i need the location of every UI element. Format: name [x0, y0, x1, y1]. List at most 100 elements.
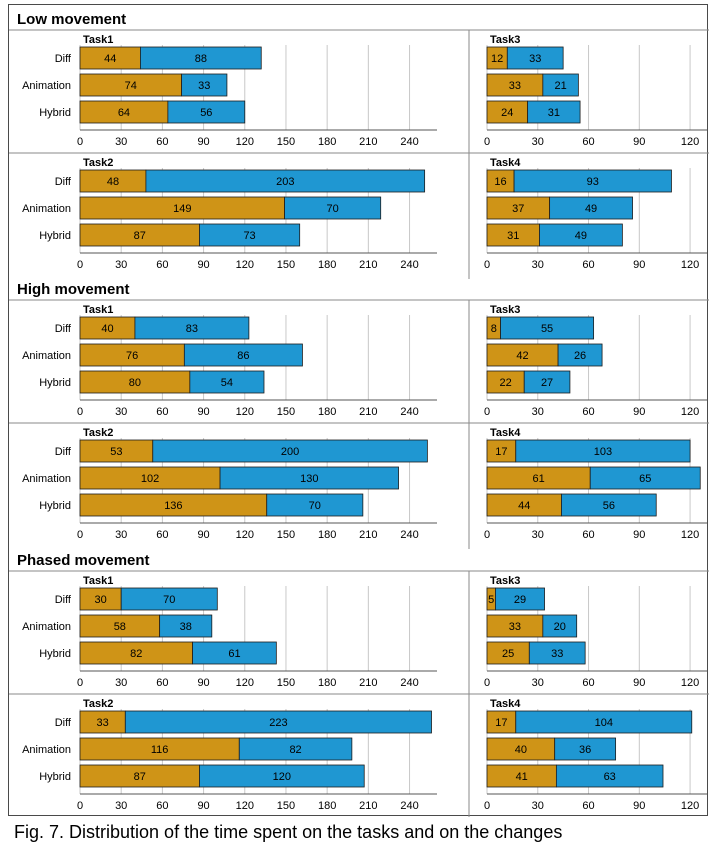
data-label: 149: [173, 203, 191, 215]
section-title: Low movement: [17, 11, 126, 28]
x-tick-label: 30: [115, 259, 127, 271]
data-label: 20: [554, 621, 566, 633]
x-tick-label: 90: [633, 677, 645, 689]
data-label: 49: [575, 230, 587, 242]
x-tick-label: 120: [681, 136, 699, 148]
data-label: 56: [200, 107, 212, 119]
x-tick-label: 60: [156, 529, 168, 541]
x-tick-label: 210: [359, 406, 377, 418]
x-tick-label: 210: [359, 529, 377, 541]
x-tick-label: 0: [77, 136, 83, 148]
data-label: 87: [134, 771, 146, 783]
bar-segment-second: [219, 466, 399, 490]
x-tick-label: 120: [681, 529, 699, 541]
data-label: 76: [126, 350, 138, 362]
x-tick-label: 120: [681, 406, 699, 418]
data-label: 120: [273, 771, 291, 783]
data-label: 88: [195, 53, 207, 65]
bar-segment-second: [266, 493, 364, 517]
data-label: 26: [574, 350, 586, 362]
x-tick-label: 180: [318, 406, 336, 418]
figure-caption: Fig. 7. Distribution of the time spent o…: [14, 822, 563, 842]
x-tick-label: 30: [115, 529, 127, 541]
bar-segment-second: [134, 316, 250, 340]
x-tick-label: 150: [277, 529, 295, 541]
x-tick-label: 0: [77, 800, 83, 812]
data-label: 29: [514, 594, 526, 606]
x-tick-label: 30: [532, 677, 544, 689]
data-label: 223: [269, 717, 287, 729]
data-label: 80: [129, 377, 141, 389]
x-tick-label: 210: [359, 259, 377, 271]
category-label: Animation: [22, 80, 71, 92]
x-tick-label: 240: [400, 136, 418, 148]
data-label: 40: [101, 323, 113, 335]
data-label: 136: [164, 500, 182, 512]
x-tick-label: 120: [236, 406, 254, 418]
x-tick-label: 120: [681, 677, 699, 689]
data-label: 21: [554, 80, 566, 92]
x-tick-label: 90: [633, 259, 645, 271]
category-label: Diff: [55, 594, 72, 606]
data-label: 24: [501, 107, 513, 119]
x-tick-label: 120: [236, 529, 254, 541]
x-tick-label: 30: [115, 677, 127, 689]
data-label: 12: [491, 53, 503, 65]
x-tick-label: 90: [197, 259, 209, 271]
x-tick-label: 90: [633, 406, 645, 418]
bar-segment-second: [528, 641, 586, 665]
panel-title: Task4: [490, 427, 521, 439]
x-tick-label: 0: [484, 800, 490, 812]
category-label: Diff: [55, 53, 72, 65]
x-tick-label: 60: [582, 259, 594, 271]
data-label: 203: [276, 176, 294, 188]
category-label: Hybrid: [39, 771, 71, 783]
x-tick-label: 150: [277, 800, 295, 812]
bar-segment-second: [561, 493, 657, 517]
x-tick-label: 60: [156, 800, 168, 812]
x-tick-label: 180: [318, 259, 336, 271]
x-tick-label: 60: [582, 800, 594, 812]
data-label: 17: [495, 717, 507, 729]
bar-segment-second: [523, 370, 571, 394]
x-tick-label: 0: [484, 259, 490, 271]
data-label: 87: [134, 230, 146, 242]
x-tick-label: 120: [681, 259, 699, 271]
panel-title: Task1: [83, 304, 113, 316]
bar-segment-second: [589, 466, 701, 490]
x-tick-label: 0: [484, 406, 490, 418]
data-label: 33: [509, 80, 521, 92]
category-label: Animation: [22, 621, 71, 633]
data-label: 40: [515, 744, 527, 756]
x-tick-label: 150: [277, 259, 295, 271]
bar-segment-second: [152, 439, 428, 463]
x-tick-label: 120: [236, 800, 254, 812]
x-tick-label: 240: [400, 800, 418, 812]
category-label: Diff: [55, 176, 72, 188]
x-tick-label: 90: [197, 800, 209, 812]
data-label: 37: [512, 203, 524, 215]
x-tick-label: 30: [115, 800, 127, 812]
x-tick-label: 120: [681, 800, 699, 812]
x-tick-label: 90: [197, 677, 209, 689]
x-tick-label: 0: [484, 677, 490, 689]
data-label: 30: [94, 594, 106, 606]
bar-segment-second: [199, 223, 301, 247]
bar-segment-second: [555, 764, 664, 788]
data-label: 33: [97, 717, 109, 729]
bar-segment-second: [542, 614, 578, 638]
data-label: 44: [518, 500, 530, 512]
x-tick-label: 0: [484, 529, 490, 541]
data-label: 33: [509, 621, 521, 633]
data-label: 74: [125, 80, 137, 92]
bar-segment-second: [238, 737, 353, 761]
x-tick-label: 30: [532, 529, 544, 541]
data-label: 70: [163, 594, 175, 606]
category-label: Hybrid: [39, 107, 71, 119]
data-label: 83: [186, 323, 198, 335]
x-tick-label: 120: [236, 136, 254, 148]
data-label: 17: [495, 446, 507, 458]
data-label: 31: [507, 230, 519, 242]
category-label: Diff: [55, 446, 72, 458]
x-tick-label: 60: [582, 136, 594, 148]
